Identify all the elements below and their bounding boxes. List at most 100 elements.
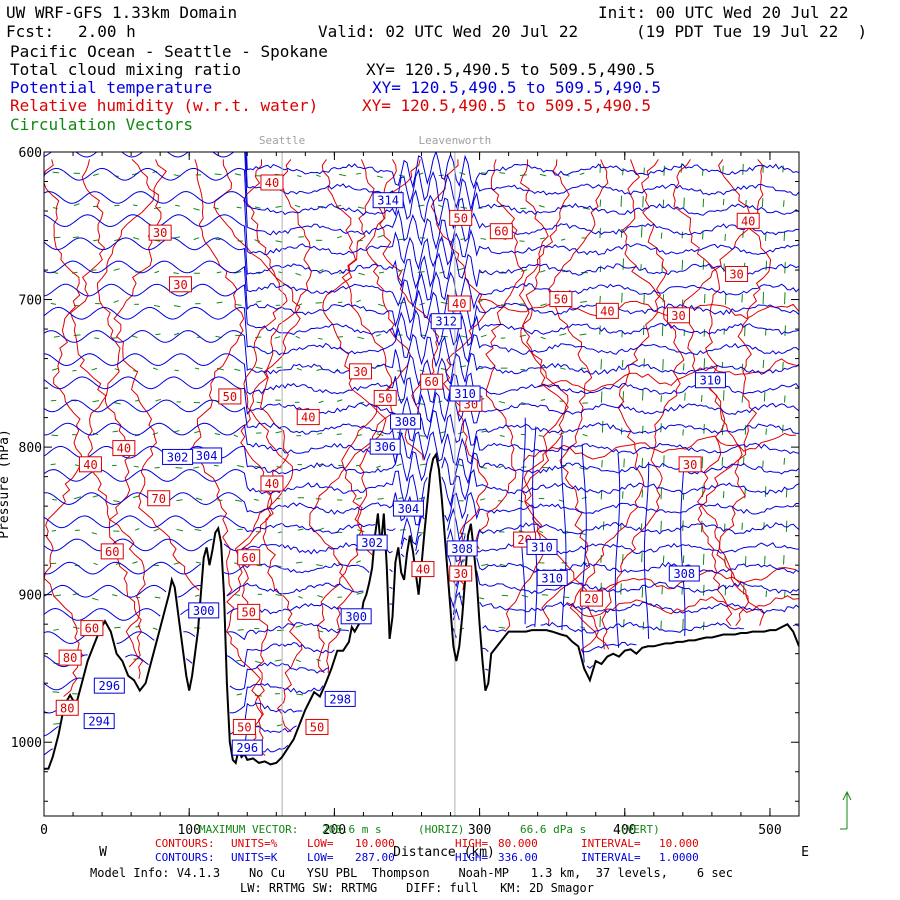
rh-label: 50 bbox=[449, 209, 473, 226]
rh-units: UNITS=% bbox=[231, 837, 278, 850]
theta-label: 300 bbox=[188, 602, 220, 619]
theta-label-text: 300 bbox=[345, 610, 367, 624]
theta-interval-label: INTERVAL= bbox=[581, 851, 641, 864]
rh-label-text: 40 bbox=[301, 411, 315, 425]
wind-vector bbox=[216, 301, 223, 304]
wind-vector bbox=[660, 395, 662, 403]
wind-vector bbox=[518, 499, 524, 503]
theta-contour-line bbox=[581, 444, 587, 663]
wind-vector bbox=[396, 463, 402, 467]
wind-vector bbox=[682, 429, 684, 436]
wind-vector bbox=[642, 621, 645, 630]
theta-contour-line bbox=[44, 376, 799, 427]
wind-vector bbox=[480, 466, 487, 469]
wind-vector bbox=[764, 555, 766, 565]
theta-label-text: 302 bbox=[167, 450, 189, 464]
rh-label: 30 bbox=[725, 265, 749, 282]
wind-vector bbox=[52, 171, 60, 174]
wind-vector bbox=[582, 433, 588, 437]
rh-label: 40 bbox=[112, 440, 136, 457]
theta-label-text: 294 bbox=[88, 715, 110, 729]
rh-contour-line bbox=[681, 159, 764, 626]
field1-xy: XY= 120.5,490.5 to 509.5,490.5 bbox=[366, 60, 655, 79]
rh-label: 60 bbox=[100, 543, 124, 560]
wind-vector bbox=[498, 626, 506, 629]
theta-label-text: 310 bbox=[700, 374, 722, 388]
theta-label-box bbox=[526, 538, 558, 555]
wind-vector bbox=[538, 205, 545, 208]
rh-label-text: 40 bbox=[452, 297, 466, 311]
wind-vector bbox=[540, 303, 548, 307]
x-tick-label: 300 bbox=[468, 823, 491, 838]
wind-vector bbox=[298, 595, 303, 599]
wind-vector bbox=[763, 522, 765, 530]
wind-vector bbox=[337, 336, 344, 338]
theta-label: 298 bbox=[324, 690, 356, 707]
wind-vector bbox=[297, 528, 304, 531]
theta-label: 314 bbox=[372, 192, 404, 209]
max-vector-label: MAXIMUM VECTOR: bbox=[199, 823, 299, 836]
wind-vector bbox=[194, 594, 200, 597]
rh-label-text: 40 bbox=[83, 458, 97, 472]
wind-vector bbox=[50, 302, 57, 305]
x-tick-label: 100 bbox=[177, 823, 200, 838]
wind-vector bbox=[783, 231, 786, 241]
wind-vector bbox=[376, 465, 381, 469]
theta-label: 304 bbox=[392, 500, 424, 517]
wind-vector bbox=[318, 400, 324, 404]
wind-vector bbox=[721, 457, 724, 466]
rh-contour-line bbox=[537, 358, 799, 392]
wind-vector bbox=[641, 552, 643, 563]
theta-contour-line bbox=[44, 214, 799, 290]
rh-label: 60 bbox=[420, 373, 444, 390]
rh-label-text: 30 bbox=[173, 278, 187, 292]
x-tick-label: 500 bbox=[758, 823, 781, 838]
wind-vector bbox=[315, 174, 321, 178]
wind-vector bbox=[580, 626, 586, 629]
theta-contour-line bbox=[44, 570, 799, 609]
wind-vector bbox=[417, 271, 425, 273]
theta-label-text: 308 bbox=[451, 542, 473, 556]
theta-contour-line bbox=[245, 152, 799, 190]
rh-contour-line bbox=[213, 159, 301, 750]
wind-vector bbox=[277, 531, 283, 534]
wind-vector bbox=[336, 433, 342, 436]
rh-contour-line bbox=[87, 159, 168, 679]
rh-label: 40 bbox=[595, 302, 619, 319]
rh-label: 40 bbox=[736, 212, 760, 229]
rh-label-text: 60 bbox=[241, 551, 255, 565]
rh-label-text: 40 bbox=[265, 176, 279, 190]
wind-vector bbox=[538, 435, 544, 437]
wind-vector bbox=[662, 294, 665, 303]
theta-label-box bbox=[369, 438, 401, 455]
wind-vector bbox=[316, 564, 323, 567]
wind-vector bbox=[481, 430, 488, 433]
rh-label-text: 80 bbox=[63, 651, 77, 665]
theta-interval-value: 1.0000 bbox=[659, 851, 699, 864]
wind-vector bbox=[641, 458, 644, 469]
wind-vector bbox=[274, 336, 281, 339]
wind-vector bbox=[622, 258, 625, 270]
theta-low-label: LOW= bbox=[307, 851, 334, 864]
rh-label-box bbox=[449, 209, 473, 226]
rh-contour-line bbox=[601, 159, 685, 650]
rh-label: 50 bbox=[549, 291, 573, 308]
wind-vector bbox=[579, 172, 585, 175]
theta-label-box bbox=[446, 540, 478, 557]
wind-vector bbox=[93, 239, 99, 242]
rh-high-value: 80.000 bbox=[498, 837, 538, 850]
wind-vector bbox=[660, 620, 662, 630]
rh-label: 40 bbox=[296, 409, 320, 426]
theta-contour-line bbox=[44, 399, 799, 449]
wind-vector bbox=[680, 163, 683, 173]
theta-label: 310 bbox=[694, 372, 726, 389]
rh-label: 40 bbox=[411, 561, 435, 578]
model-title: UW WRF-GFS 1.33km Domain bbox=[6, 3, 238, 22]
wind-vector bbox=[499, 563, 506, 567]
theta-label-box bbox=[231, 739, 263, 756]
rh-label-box bbox=[148, 224, 172, 241]
wind-vector bbox=[134, 528, 140, 531]
field2-name: Potential temperature bbox=[10, 78, 213, 97]
theta-label-text: 296 bbox=[236, 741, 258, 755]
